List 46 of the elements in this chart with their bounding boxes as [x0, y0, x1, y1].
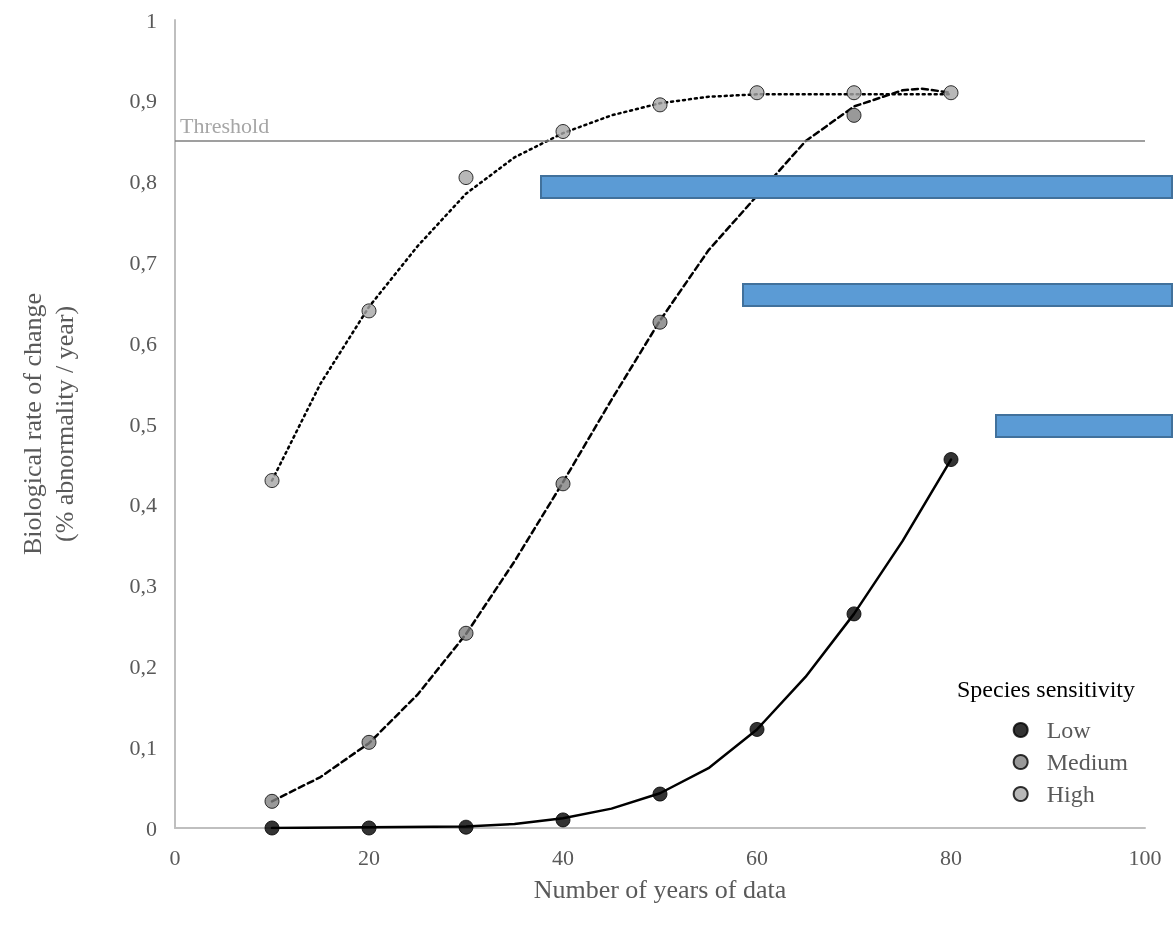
point: [846, 85, 862, 101]
x-axis-title: Number of years of data: [533, 874, 787, 904]
point: [749, 721, 765, 737]
legend-label: Medium: [1046, 749, 1129, 775]
y-tick-label: 1: [146, 7, 157, 33]
x-tick-label: 0: [169, 844, 181, 870]
point: [652, 314, 668, 330]
point: [943, 452, 959, 468]
point: [846, 606, 862, 622]
y-tick-label: 0,7: [129, 249, 157, 275]
y-tick-label: 0: [146, 815, 157, 841]
point: [264, 473, 280, 489]
y-tick-label: 0,9: [129, 88, 157, 114]
y-tick-label: 0,2: [129, 653, 157, 679]
x-tick-label: 100: [1128, 844, 1162, 870]
y-tick-label: 0,3: [129, 573, 157, 599]
x-tick-label: 40: [552, 844, 574, 870]
point: [458, 819, 474, 835]
y-axis-title: Biological rate of change (% abnormality / year): [17, 292, 79, 556]
y-tick-label: 0,4: [129, 492, 157, 518]
point: [361, 734, 377, 750]
point: [361, 820, 377, 836]
point: [458, 170, 474, 186]
x-tick-label: 80: [940, 844, 962, 870]
point: [555, 812, 571, 828]
legend-label: Low: [1046, 717, 1092, 743]
point: [555, 124, 571, 139]
point: [361, 303, 377, 319]
ref-line-label: Threshold: [180, 112, 270, 138]
point: [264, 820, 280, 836]
legend-title: Species sensitivity: [957, 676, 1135, 702]
point: [264, 793, 280, 809]
y-tick-label: 0,8: [129, 169, 157, 195]
x-tick-label: 60: [746, 844, 768, 870]
point: [458, 625, 474, 641]
y-tick-label: 0,5: [129, 411, 157, 437]
y-tick-label: 0,6: [129, 330, 157, 356]
point: [943, 85, 959, 101]
x-tick-label: 20: [358, 844, 380, 870]
point: [652, 786, 668, 802]
point: [749, 85, 765, 101]
y-tick-label: 0,1: [129, 734, 157, 760]
point: [652, 97, 668, 113]
point: [846, 107, 862, 123]
legend-label: High: [1046, 781, 1095, 807]
point: [555, 476, 571, 492]
